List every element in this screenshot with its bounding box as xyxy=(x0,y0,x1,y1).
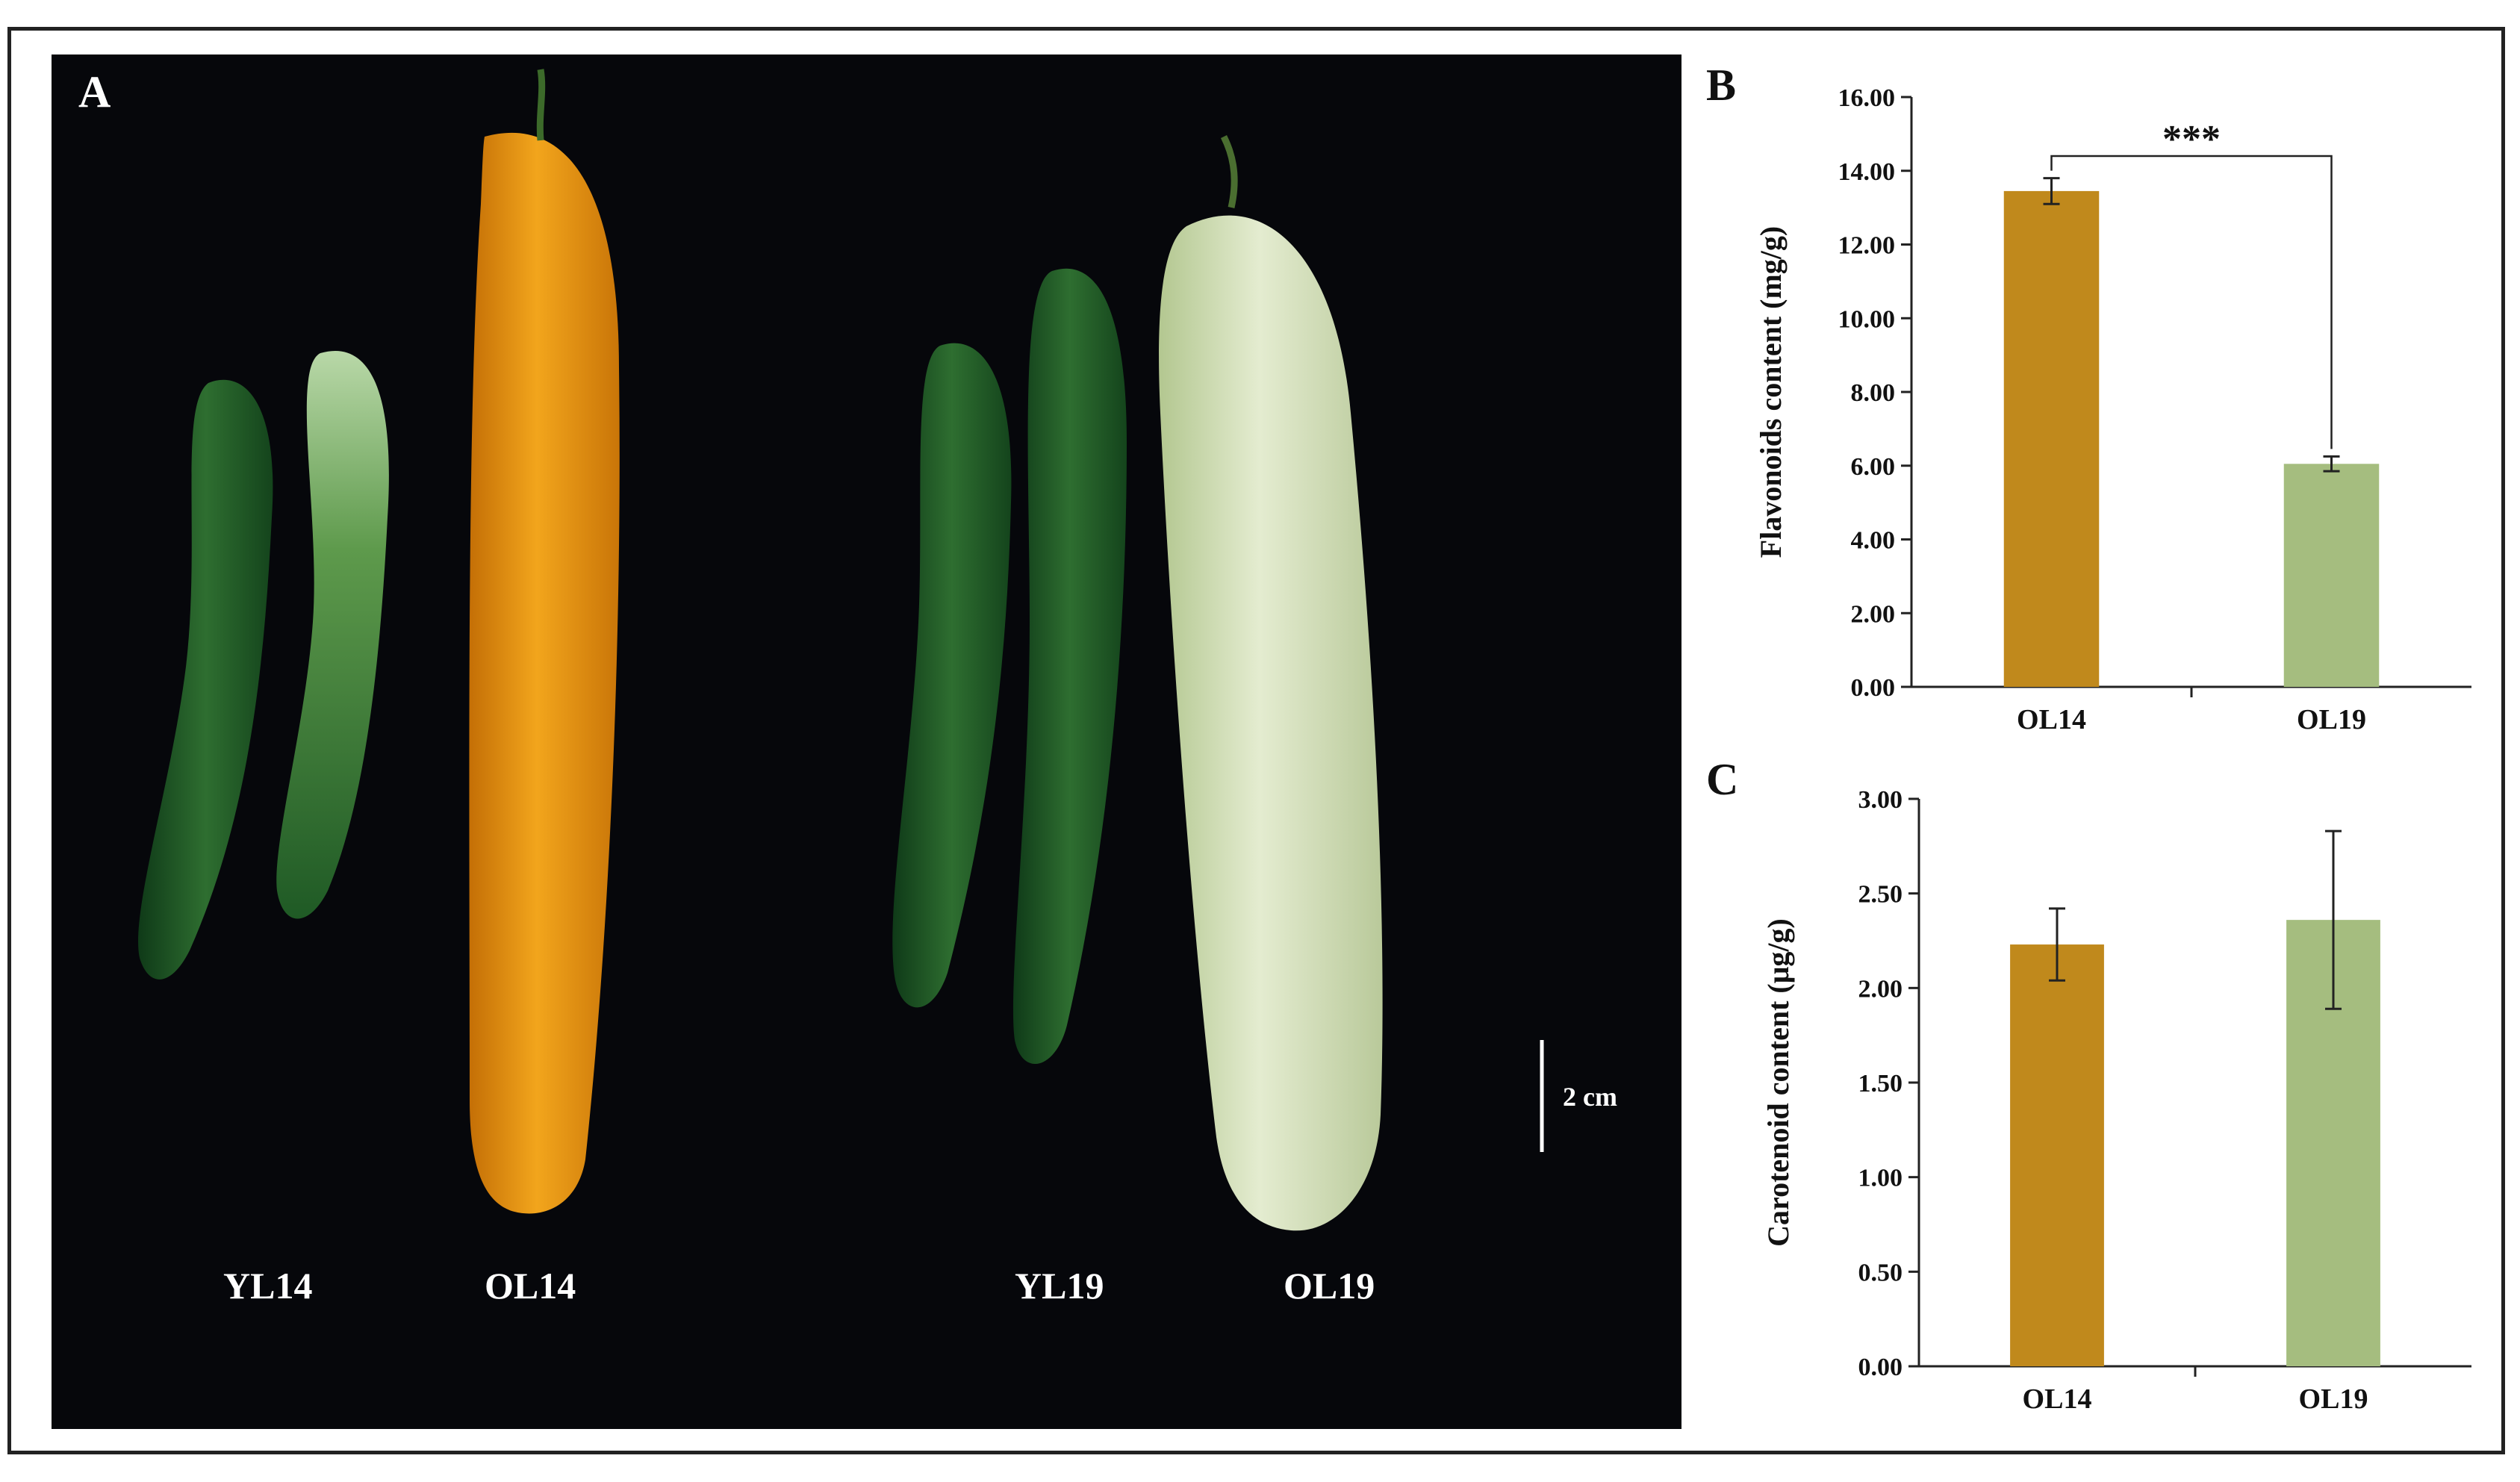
yl14-fruit-2 xyxy=(276,350,389,919)
y-tick-label: 14.00 xyxy=(1838,158,1896,186)
y-tick-label: 0.00 xyxy=(1858,1354,1903,1381)
ol14-fruit xyxy=(469,132,620,1214)
label-ol14: OL14 xyxy=(485,1265,576,1307)
y-tick-label: 16.00 xyxy=(1838,84,1896,112)
y-tick-label: 0.00 xyxy=(1851,674,1896,702)
scale-bar-label: 2 cm xyxy=(1563,1082,1617,1112)
y-tick-label: 1.50 xyxy=(1858,1070,1903,1098)
y-tick-label: 2.50 xyxy=(1858,881,1903,909)
y-tick-label: 10.00 xyxy=(1838,305,1896,333)
yl19-fruit-2 xyxy=(1012,268,1127,1065)
significance-label: *** xyxy=(2162,118,2221,161)
y-tick-label: 8.00 xyxy=(1851,379,1896,407)
label-ol19: OL19 xyxy=(1284,1265,1375,1307)
y-tick-label: 0.50 xyxy=(1858,1259,1903,1286)
flavonoids-chart: Flavonoids content (mg/g) 0.00 2.00 4.00 6.0… xyxy=(1754,84,2471,735)
fruit-photo-illustration xyxy=(138,69,1544,1231)
x-tick-label: OL19 xyxy=(2297,704,2366,735)
yl19-fruit-1 xyxy=(892,343,1012,1008)
panel-letter-b: B xyxy=(1706,60,1737,110)
ol14-stem xyxy=(536,69,546,141)
significance-bracket xyxy=(2050,155,2333,449)
ol19-stem xyxy=(1220,134,1238,208)
x-tick-label: OL19 xyxy=(2299,1383,2368,1415)
bar-ol19 xyxy=(2283,464,2380,687)
y-axis-label: Flavonoids content (mg/g) xyxy=(1754,226,1788,558)
y-tick-label: 6.00 xyxy=(1851,453,1896,481)
panel-letter-a: A xyxy=(78,67,111,116)
y-tick-label: 12.00 xyxy=(1838,232,1896,260)
label-yl19: YL19 xyxy=(1015,1265,1104,1307)
yl14-fruit-1 xyxy=(138,379,273,980)
y-tick-label: 4.00 xyxy=(1851,527,1896,555)
y-tick-label: 1.00 xyxy=(1858,1165,1903,1192)
panel-letter-c: C xyxy=(1706,755,1739,804)
x-tick-label: OL14 xyxy=(2017,704,2086,735)
carotenoid-chart: Carotenoid content (μg/g) 0.00 0.50 1.00 1.5… xyxy=(1761,786,2471,1415)
x-tick-label: OL14 xyxy=(2023,1383,2092,1415)
ol19-fruit xyxy=(1159,215,1383,1231)
label-yl14: YL14 xyxy=(223,1265,313,1307)
y-tick-label: 2.00 xyxy=(1851,600,1896,628)
y-tick-label: 2.00 xyxy=(1858,975,1903,1003)
bar-ol14 xyxy=(2003,190,2100,687)
y-axis-label: Carotenoid content (μg/g) xyxy=(1761,918,1795,1247)
bar-ol14 xyxy=(2010,944,2104,1366)
y-tick-label: 3.00 xyxy=(1858,786,1903,814)
fruit-photo-panel: A YL14 OL14 YL19 OL19 2 cm xyxy=(52,55,1681,1429)
figure-frame xyxy=(7,27,2505,1454)
